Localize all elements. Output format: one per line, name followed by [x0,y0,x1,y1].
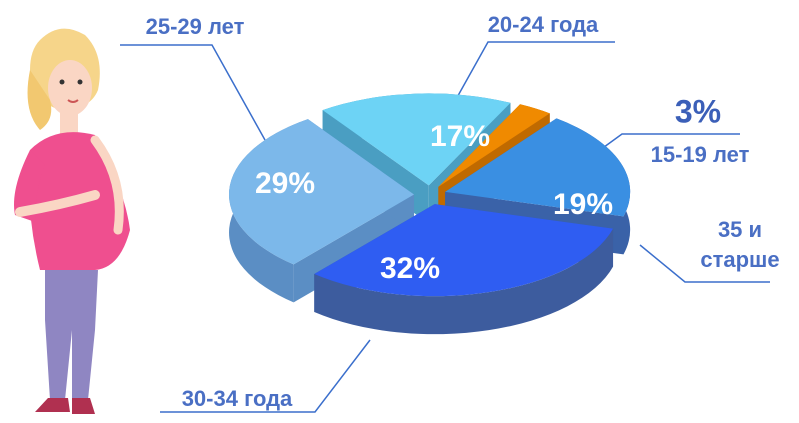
category-label: 25-29 лет [146,14,245,39]
leader-line [639,244,770,283]
category-label: 35 и старше [700,217,780,272]
category-label: 20-24 года [488,12,599,37]
value-label: 3% [675,93,721,129]
pie [229,93,631,335]
slice [322,93,511,186]
value-label: 17% [430,120,490,153]
category-label: 30-34 года [182,386,293,411]
slice [438,104,550,187]
value-label: 29% [255,167,315,200]
leader-line [599,133,740,151]
value-label: 19% [553,188,613,221]
leader-line [160,339,371,413]
slice [314,204,614,297]
slice-side [314,228,614,335]
slice [229,119,415,265]
slice [445,118,631,217]
value-label: 32% [380,252,440,285]
woman-illustration [14,28,130,414]
leader-line [449,41,615,111]
leader-line [120,44,266,141]
category-label: 15-19 лет [651,142,750,167]
